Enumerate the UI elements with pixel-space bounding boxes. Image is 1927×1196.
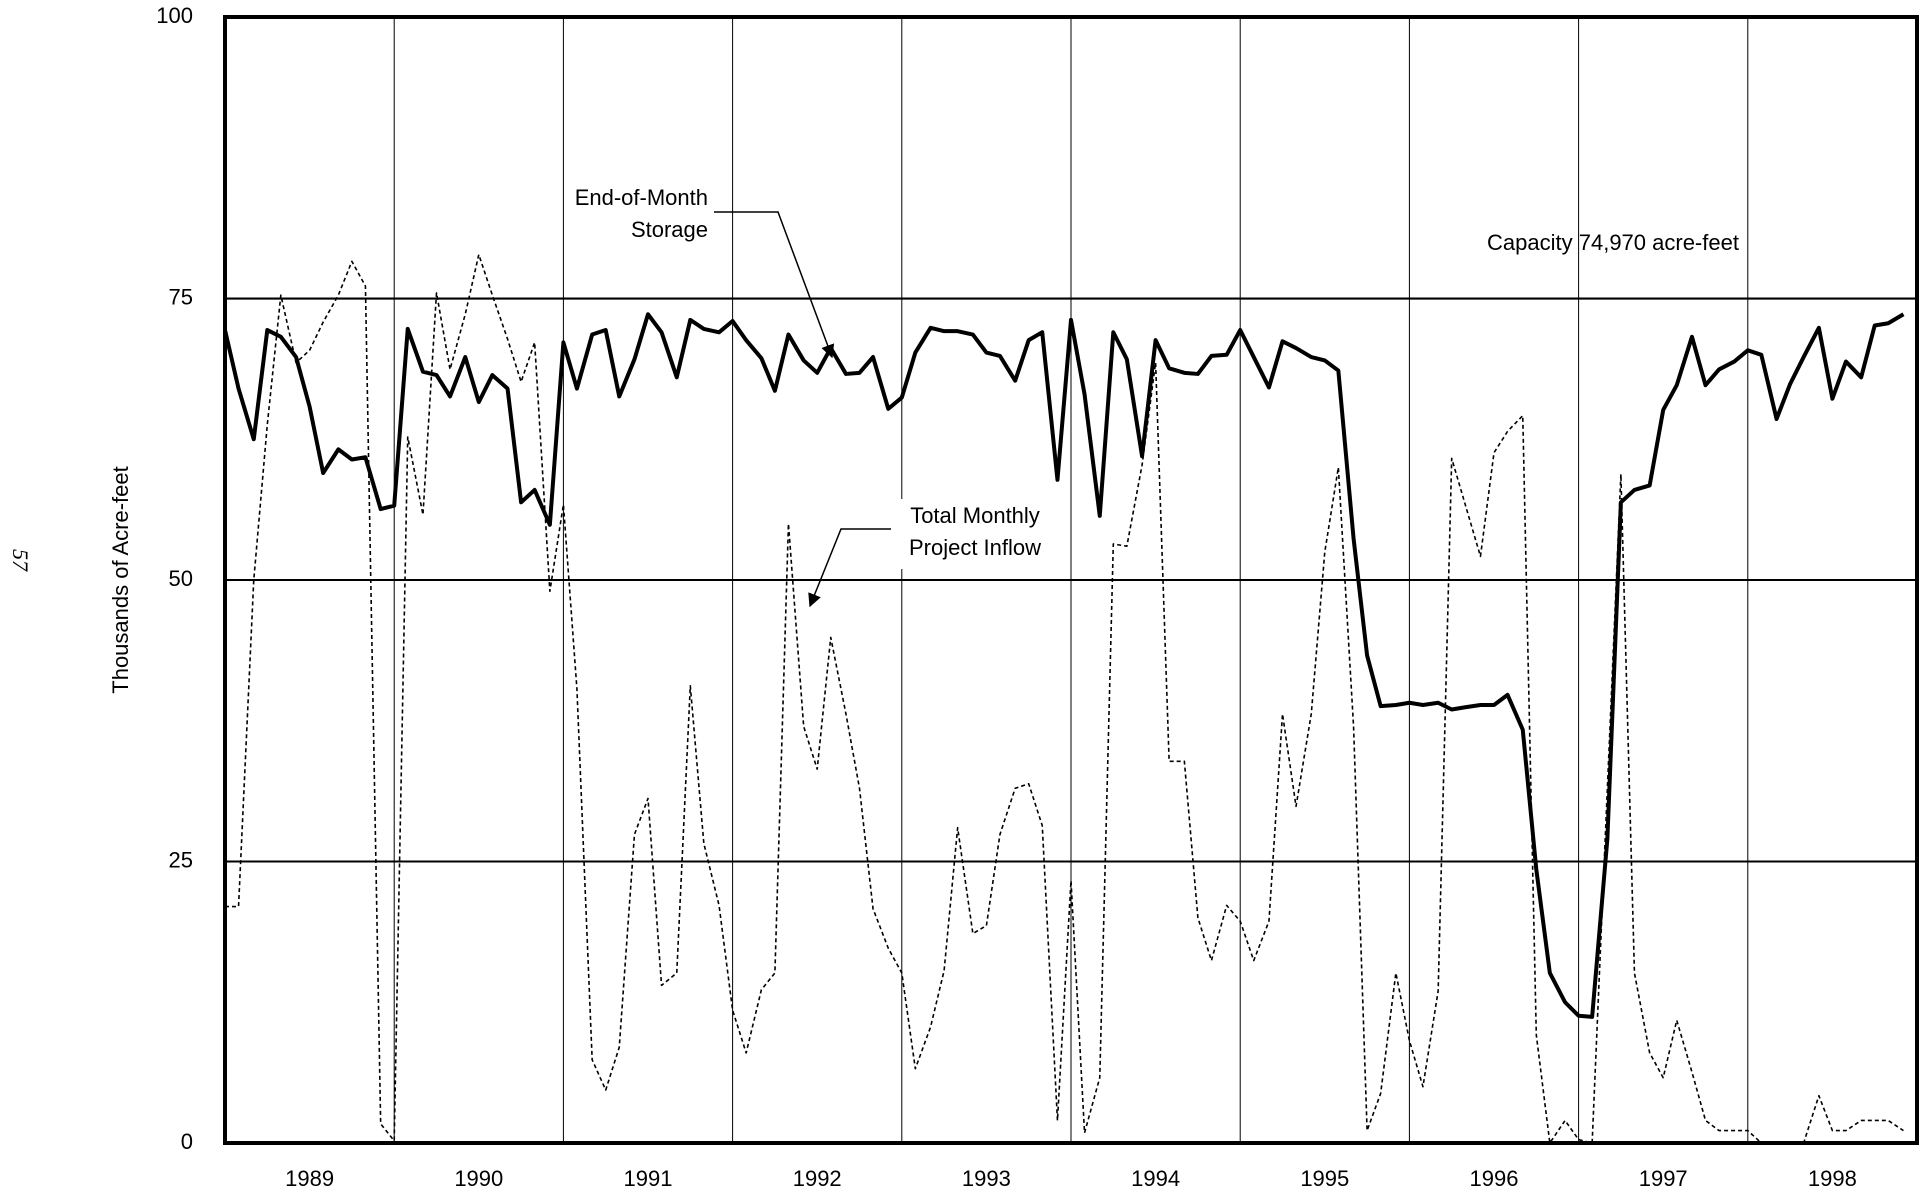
annotations: Capacity 74,970 acre-feet End-of-Month Sto… <box>575 185 1739 608</box>
x-tick-label: 1991 <box>624 1166 673 1191</box>
x-tick-label: 1998 <box>1808 1166 1857 1191</box>
series-label: Project Inflow <box>909 535 1041 560</box>
x-tick-label: 1993 <box>962 1166 1011 1191</box>
x-tick-label: 1990 <box>454 1166 503 1191</box>
series-label: Storage <box>631 217 708 242</box>
series-line <box>225 253 1904 1144</box>
label-background <box>891 499 1061 569</box>
leader-line <box>714 211 835 359</box>
series-line <box>223 312 1905 1019</box>
plot-frame <box>223 15 1919 1145</box>
y-tick-label: 25 <box>169 847 193 872</box>
capacity-label: Capacity 74,970 acre-feet <box>1487 230 1739 255</box>
x-tick-label: 1996 <box>1470 1166 1519 1191</box>
y-tick-label: 100 <box>156 3 193 28</box>
series-label: Total Monthly <box>910 503 1040 528</box>
y-tick-label: 50 <box>169 566 193 591</box>
x-tick-label: 1994 <box>1131 1166 1180 1191</box>
plot-lines <box>223 253 1905 1144</box>
x-tick-label: 1989 <box>285 1166 334 1191</box>
leader-line <box>808 528 891 608</box>
page-number: 57 <box>8 549 33 572</box>
y-tick-label: 75 <box>169 284 193 309</box>
y-axis-label: Thousands of Acre-feet <box>108 466 133 693</box>
series-label: End-of-Month <box>575 185 708 210</box>
grid <box>224 16 1917 1144</box>
y-tick-label: 0 <box>181 1129 193 1154</box>
x-tick-label: 1995 <box>1300 1166 1349 1191</box>
x-tick-label: 1997 <box>1639 1166 1688 1191</box>
x-tick-label: 1992 <box>793 1166 842 1191</box>
